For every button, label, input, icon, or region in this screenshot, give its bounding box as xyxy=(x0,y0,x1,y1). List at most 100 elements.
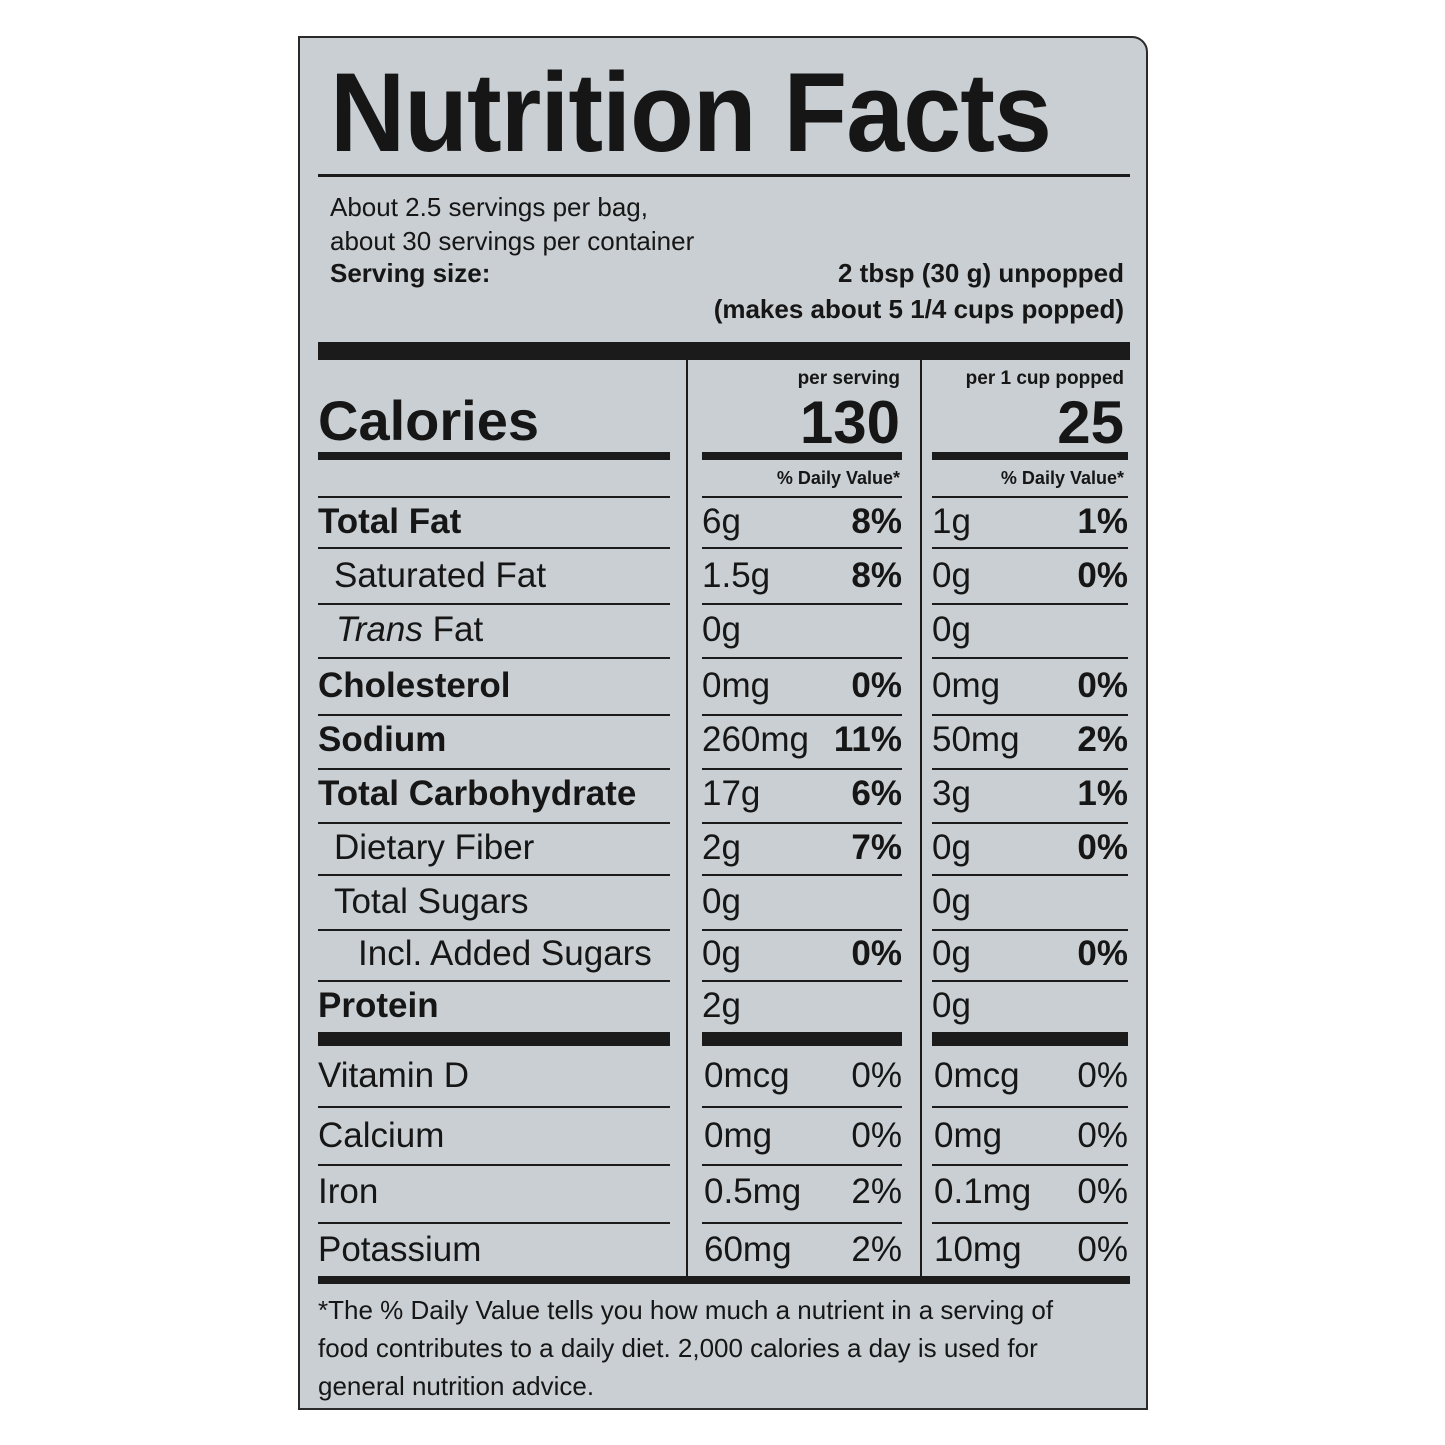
vitamin-label: Potassium xyxy=(318,1230,482,1269)
vitamin-amount: 0mcg xyxy=(704,1056,790,1095)
nutrient-amount: 260mg xyxy=(702,720,810,759)
thick-rule-left xyxy=(318,1032,670,1046)
vitamin-daily-value: 2% xyxy=(851,1230,902,1269)
nutrient-cup-amount: 0g xyxy=(932,610,971,649)
nutrient-label-italic: Trans xyxy=(336,610,423,649)
calories-rule-mid xyxy=(702,452,902,460)
nutrient-amount: 0g xyxy=(702,934,741,973)
vitamin-amount: 0.5mg xyxy=(704,1172,802,1211)
row-rule-mid xyxy=(702,714,902,716)
nutrient-label: Saturated Fat xyxy=(334,556,547,595)
per-cup-header: per 1 cup popped xyxy=(965,368,1124,389)
nutrient-cup-daily-value: 1% xyxy=(1077,502,1128,541)
title-rule xyxy=(318,174,1130,177)
nutrient-cup-amount: 0g xyxy=(932,934,971,973)
row-rule-right xyxy=(932,822,1128,824)
footnote-rule xyxy=(318,1276,1130,1284)
vitamin-amount: 0mg xyxy=(704,1116,773,1155)
nutrient-amount: 2g xyxy=(702,828,741,867)
vitamin-label: Vitamin D xyxy=(318,1056,470,1095)
nutrient-label: Total Sugars xyxy=(334,882,529,921)
nutrient-amount: 6g xyxy=(702,502,741,541)
row-rule-mid xyxy=(702,496,902,498)
thick-rule-top xyxy=(318,342,1130,360)
nutrient-label: Total Fat xyxy=(318,502,462,541)
nutrient-daily-value: 8% xyxy=(851,502,902,541)
nutrient-amount: 2g xyxy=(702,986,741,1025)
vitamin-rule-right xyxy=(932,1106,1128,1108)
nutrient-cup-daily-value: 1% xyxy=(1077,774,1128,813)
vitamin-cup-amount: 10mg xyxy=(934,1230,1022,1269)
vitamin-cup-daily-value: 0% xyxy=(1077,1230,1128,1269)
nutrient-daily-value: 7% xyxy=(851,828,902,867)
nutrient-cup-amount: 0mg xyxy=(932,666,1001,705)
nutrition-facts-panel: Nutrition Facts About 2.5 servings per b… xyxy=(298,36,1148,1410)
vitamin-daily-value: 2% xyxy=(851,1172,902,1211)
row-rule-mid xyxy=(702,980,902,982)
row-rule-left xyxy=(318,603,670,605)
nutrient-amount: 1.5g xyxy=(702,556,771,595)
nutrient-cup-daily-value: 0% xyxy=(1077,828,1128,867)
thick-rule-right xyxy=(932,1032,1128,1046)
nutrient-cup-amount: 0g xyxy=(932,828,971,867)
servings-per-container: about 30 servings per container xyxy=(330,226,695,256)
nutrient-label: Incl. Added Sugars xyxy=(358,934,652,973)
nutrient-amount: 17g xyxy=(702,774,761,813)
dv-header-serving: % Daily Value* xyxy=(776,468,900,488)
row-rule-left xyxy=(318,980,670,982)
thick-rule-mid xyxy=(702,1032,902,1046)
vitamin-rule-left xyxy=(318,1222,670,1224)
nutrient-cup-daily-value: 2% xyxy=(1077,720,1128,759)
calories-rule-left xyxy=(318,452,670,460)
vitamin-rule-right xyxy=(932,1164,1128,1166)
vitamin-rule-left xyxy=(318,1106,670,1108)
nutrient-label: Dietary Fiber xyxy=(334,828,535,867)
row-rule-left xyxy=(318,768,670,770)
calories-rule-right xyxy=(932,452,1128,460)
vitamin-rule-left xyxy=(318,1164,670,1166)
footnote-line-1: *The % Daily Value tells you how much a … xyxy=(318,1295,1054,1325)
serving-size-label: Serving size: xyxy=(330,258,491,288)
nutrient-cup-amount: 50mg xyxy=(932,720,1020,759)
nutrient-label: Protein xyxy=(318,986,439,1025)
nutrient-amount: 0g xyxy=(702,610,741,649)
nutrient-amount: 0mg xyxy=(702,666,771,705)
vitamin-cup-amount: 0mcg xyxy=(934,1056,1020,1095)
column-divider-1 xyxy=(686,360,688,1278)
nutrient-cup-daily-value: 0% xyxy=(1077,934,1128,973)
row-rule-mid xyxy=(702,657,902,659)
vitamin-daily-value: 0% xyxy=(851,1116,902,1155)
nutrient-cup-amount: 0g xyxy=(932,986,971,1025)
nutrient-label: Sodium xyxy=(318,720,447,759)
row-rule-right xyxy=(932,874,1128,876)
nutrient-label: Total Carbohydrate xyxy=(318,774,637,813)
nutrient-cup-daily-value: 0% xyxy=(1077,556,1128,595)
row-rule-mid xyxy=(702,768,902,770)
vitamin-label: Calcium xyxy=(318,1116,445,1155)
row-rule-mid xyxy=(702,929,902,931)
row-rule-left xyxy=(318,547,670,549)
nutrient-cup-amount: 0g xyxy=(932,882,971,921)
row-rule-right xyxy=(932,714,1128,716)
nutrient-cup-amount: 1g xyxy=(932,502,971,541)
calories-per-serving: 130 xyxy=(799,389,900,456)
footnote-line-2: food contributes to a daily diet. 2,000 … xyxy=(318,1333,1038,1363)
nutrient-daily-value: 0% xyxy=(851,934,902,973)
nutrient-label-rest: Fat xyxy=(422,610,484,649)
row-rule-left xyxy=(318,929,670,931)
row-rule-right xyxy=(932,547,1128,549)
per-serving-header: per serving xyxy=(797,368,900,389)
vitamin-cup-daily-value: 0% xyxy=(1077,1056,1128,1095)
vitamin-rule-mid xyxy=(702,1106,902,1108)
nutrient-daily-value: 6% xyxy=(851,774,902,813)
vitamin-daily-value: 0% xyxy=(851,1056,902,1095)
vitamin-cup-daily-value: 0% xyxy=(1077,1116,1128,1155)
row-rule-mid xyxy=(702,822,902,824)
vitamin-label: Iron xyxy=(318,1172,379,1211)
column-divider-2 xyxy=(920,360,922,1278)
row-rule-right xyxy=(932,603,1128,605)
dv-header-cup: % Daily Value* xyxy=(1000,468,1124,488)
serving-size-note: (makes about 5 1/4 cups popped) xyxy=(713,294,1124,324)
row-rule-mid xyxy=(702,547,902,549)
vitamin-rule-mid xyxy=(702,1222,902,1224)
